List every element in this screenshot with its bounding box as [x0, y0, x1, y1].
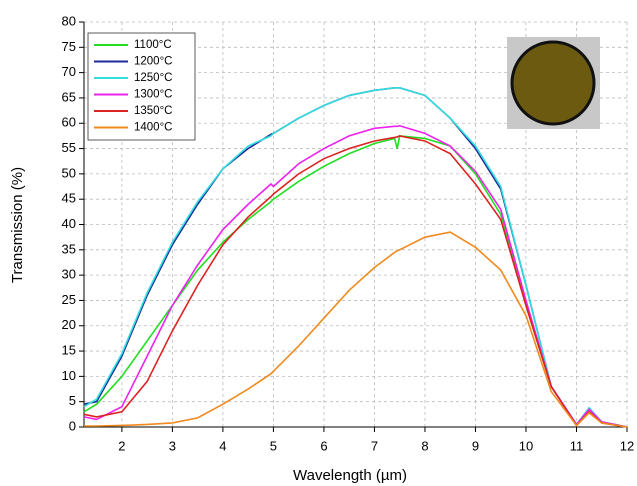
- axes: [83, 22, 627, 428]
- legend-label: 1200°C: [134, 56, 173, 68]
- y-tick-label: 65: [62, 89, 76, 104]
- legend: [87, 32, 196, 141]
- x-tick-label: 5: [270, 438, 277, 453]
- x-tick-label: 6: [320, 438, 327, 453]
- y-tick-label: 25: [62, 292, 76, 307]
- y-tick-label: 5: [69, 393, 76, 408]
- x-tick-label: 11: [570, 438, 584, 453]
- y-tick-label: 20: [62, 317, 76, 332]
- y-tick-label: 80: [62, 13, 76, 28]
- legend-label: 1350°C: [134, 105, 173, 117]
- y-tick-label: 45: [62, 191, 76, 206]
- x-tick-label: 4: [219, 438, 226, 453]
- y-tick-label: 55: [62, 140, 76, 155]
- y-tick-label: 75: [62, 39, 76, 54]
- y-tick-label: 30: [62, 267, 76, 282]
- legend-label: 1100°C: [134, 39, 172, 51]
- y-tick-label: 70: [62, 64, 76, 79]
- legend-label: 1400°C: [134, 122, 173, 134]
- y-tick-label: 60: [62, 115, 76, 130]
- x-tick-label: 10: [519, 438, 533, 453]
- x-tick-label: 9: [472, 438, 479, 453]
- series-line: [84, 231, 628, 428]
- series-line: [83, 135, 628, 428]
- x-tick-label: 12: [620, 438, 634, 453]
- x-tick-label: 8: [421, 438, 428, 453]
- y-tick-label: 15: [62, 343, 76, 358]
- x-tick-label: 3: [169, 438, 176, 453]
- y-axis-title: Transmission (%): [9, 167, 26, 283]
- legend-label: 1250°C: [134, 72, 173, 84]
- series-line: [83, 124, 628, 428]
- y-tick-label: 0: [69, 418, 76, 433]
- x-tick-label: 2: [118, 438, 125, 453]
- inset-sample: [510, 40, 596, 126]
- x-tick-label: 7: [371, 438, 378, 453]
- series-line: [83, 87, 628, 428]
- y-tick-label: 40: [62, 216, 76, 231]
- y-tick-label: 10: [62, 368, 76, 383]
- legend-label: 1300°C: [134, 89, 173, 101]
- series-line: [83, 135, 628, 428]
- x-axis-title: Wavelength (µm): [293, 467, 407, 484]
- y-tick-label: 50: [62, 165, 76, 180]
- y-tick-label: 35: [62, 241, 76, 256]
